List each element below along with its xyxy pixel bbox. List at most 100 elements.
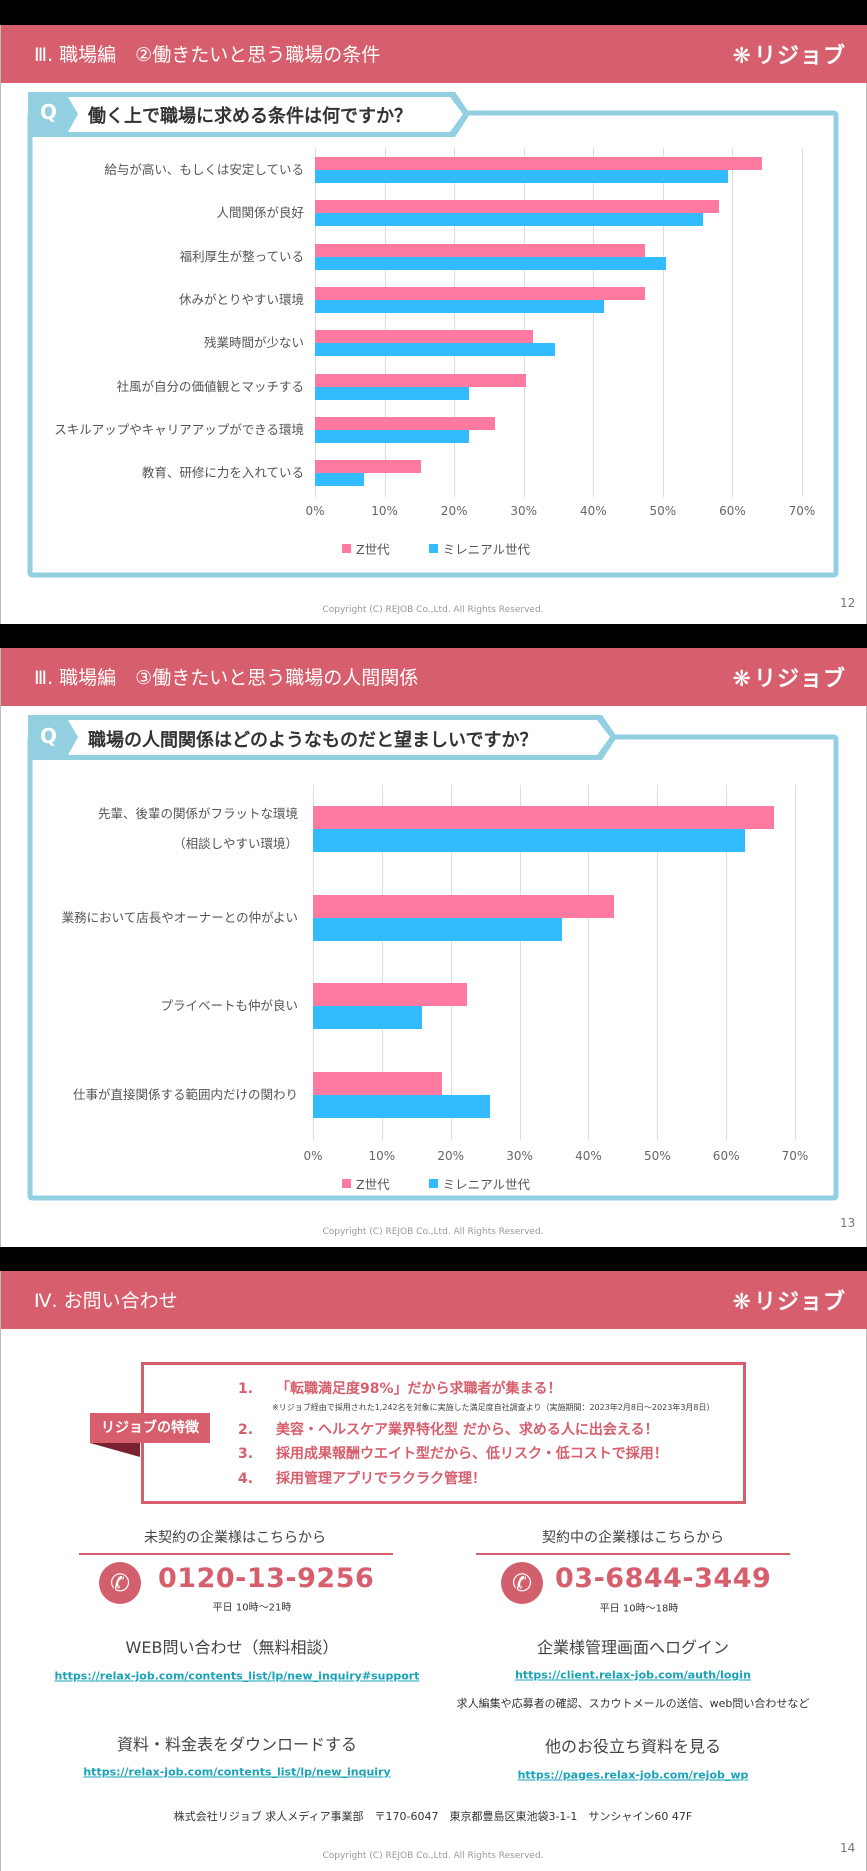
gridline: [454, 148, 456, 497]
gridline: [313, 785, 314, 1140]
bar-millennial: [315, 473, 364, 487]
feature-note: ※リジョブ経由で採用された1,242名を対象に実施した満足度自社調査より（実施期…: [272, 1403, 715, 1412]
legend: Z世代 ミレニアル世代: [342, 1174, 530, 1193]
gridline: [662, 148, 664, 497]
bar-millennial: [313, 1006, 423, 1030]
copyright: Copyright (C) REJOB Co.,Ltd. All Rights …: [322, 1227, 544, 1237]
x-tick-label: 30%: [506, 1149, 533, 1163]
question-frame-1: [27, 92, 839, 578]
bar-gen-z: [313, 894, 614, 918]
phone-icon: ✆: [501, 1562, 543, 1604]
category-label: 社風が自分の価値観とマッチする: [116, 378, 304, 394]
badge-fold: [90, 1443, 140, 1457]
divider: [79, 1553, 393, 1555]
rejob-logo: ❋リジョブ: [732, 1290, 846, 1315]
logo-flower-icon: ❋: [732, 44, 752, 69]
gridline: [802, 148, 803, 497]
slide-header: Ⅳ. お問い合わせ ❋リジョブ: [1, 1271, 867, 1329]
legend-label: Z世代: [356, 542, 390, 557]
legend-label: ミレニアル世代: [442, 1177, 530, 1192]
x-tick-label: 50%: [643, 1149, 671, 1163]
page-number: 14: [840, 1841, 856, 1855]
bar-gen-z: [313, 1072, 442, 1096]
x-tick-label: 20%: [440, 504, 468, 518]
copyright: Copyright (C) REJOB Co.,Ltd. All Rights …: [322, 1851, 544, 1861]
phone-icon: ✆: [99, 1562, 141, 1604]
page-number: 13: [840, 1216, 856, 1230]
x-tick-label: 50%: [649, 504, 677, 518]
gridline: [381, 785, 383, 1140]
page-number: 12: [840, 596, 856, 610]
logo-flower-icon: ❋: [732, 667, 752, 692]
login-link[interactable]: https://client.relax-job.com/auth/login: [515, 1668, 751, 1682]
x-tick-label: 20%: [437, 1149, 465, 1163]
bar-millennial: [315, 299, 605, 313]
category-label: 給与が高い、もしくは安定している: [104, 162, 304, 177]
gridline: [726, 785, 728, 1140]
x-tick-label: 0%: [305, 504, 325, 518]
company-address: 株式会社リジョブ 求人メディア事業部 〒170-6047 東京都豊島区東池袋3-…: [173, 1810, 693, 1823]
web-inquiry-link[interactable]: https://relax-job.com/contents_list/lp/n…: [54, 1669, 420, 1683]
bar-gen-z: [315, 157, 762, 170]
bar-gen-z: [313, 983, 467, 1007]
feature-item: 2. 美容・ヘルスケア業界特化型 だから、求める人に出会える！: [238, 1422, 659, 1438]
category-label: 休みがとりやすい環境: [178, 291, 304, 307]
bar-millennial: [315, 386, 469, 400]
bar-gen-z: [315, 416, 496, 430]
more-docs-heading: 他のお役立ち資料を見る: [544, 1737, 722, 1756]
legend-swatch: [342, 544, 351, 553]
bar-millennial: [313, 1095, 490, 1119]
bar-gen-z: [315, 200, 719, 214]
bar-millennial: [313, 829, 746, 852]
uncontracted-heading: 未契約の企業様はこちらから: [144, 1530, 326, 1546]
gridline: [657, 785, 659, 1140]
bar-gen-z: [315, 373, 526, 387]
x-tick-label: 10%: [371, 504, 398, 518]
x-tick-label: 70%: [788, 504, 816, 518]
rejob-logo: ❋リジョブ: [732, 44, 846, 69]
category-label: 教育、研修に力を入れている: [141, 465, 304, 481]
bar-millennial: [315, 170, 728, 183]
question-frame-2: [27, 715, 839, 1201]
legend-swatch: [428, 1179, 438, 1188]
feature-item: 1. 「転職満足度98%」だから求職者が集まる！: [238, 1381, 562, 1397]
q-icon: Q: [40, 724, 58, 748]
bar-gen-z: [313, 806, 774, 829]
hours: 平日 10時～18時: [599, 1603, 679, 1615]
download-link[interactable]: https://relax-job.com/contents_list/lp/n…: [83, 1765, 391, 1779]
gridline: [732, 148, 734, 497]
features-badge: リジョブの特徴: [90, 1413, 210, 1443]
gridline: [795, 785, 796, 1140]
divider: [476, 1553, 790, 1555]
bar-millennial: [315, 256, 666, 270]
bar-millennial: [315, 343, 556, 357]
legend-label: ミレニアル世代: [442, 542, 530, 557]
feature-item: 3. 採用成果報酬ウエイト型だから、低リスク・低コストで採用！: [238, 1446, 668, 1462]
category-label: スキルアップやキャリアアップができる環境: [54, 421, 304, 437]
more-docs-link[interactable]: https://pages.relax-job.com/rejob_wp: [517, 1768, 749, 1782]
bar-gen-z: [315, 286, 645, 300]
rejob-logo: ❋リジョブ: [732, 667, 846, 692]
slide-title: Ⅲ. 職場編 ②働きたいと思う職場の条件: [34, 44, 381, 66]
x-tick-label: 60%: [719, 504, 746, 518]
download-heading: 資料・料金表をダウンロードする: [116, 1735, 358, 1754]
gridline: [519, 785, 521, 1140]
hours: 平日 10時～21時: [212, 1602, 292, 1614]
bar-millennial: [315, 213, 703, 227]
question-text: 職場の人間関係はどのようなものだと望ましいですか？: [88, 730, 538, 751]
phone-number-contracted[interactable]: 03-6844-3449: [555, 1563, 772, 1594]
gridline: [523, 148, 525, 497]
x-tick-label: 30%: [510, 504, 538, 518]
phone-number-free[interactable]: 0120-13-9256: [158, 1563, 375, 1594]
x-tick-label: 40%: [575, 1149, 602, 1163]
category-label: 残業時間が少ない: [203, 335, 304, 351]
bar-millennial: [315, 429, 469, 443]
category-label: 仕事が直接関係する範囲内だけの関わり: [72, 1087, 298, 1103]
bar-gen-z: [315, 243, 645, 257]
gridline: [593, 148, 595, 497]
question-text: 働く上で職場に求める条件は何ですか？: [88, 106, 412, 127]
x-tick-label: 40%: [579, 504, 607, 518]
slide-title: Ⅳ. お問い合わせ: [34, 1290, 178, 1312]
login-note: 求人編集や応募者の確認、スカウトメールの送信、web問い合わせなど: [456, 1697, 810, 1710]
